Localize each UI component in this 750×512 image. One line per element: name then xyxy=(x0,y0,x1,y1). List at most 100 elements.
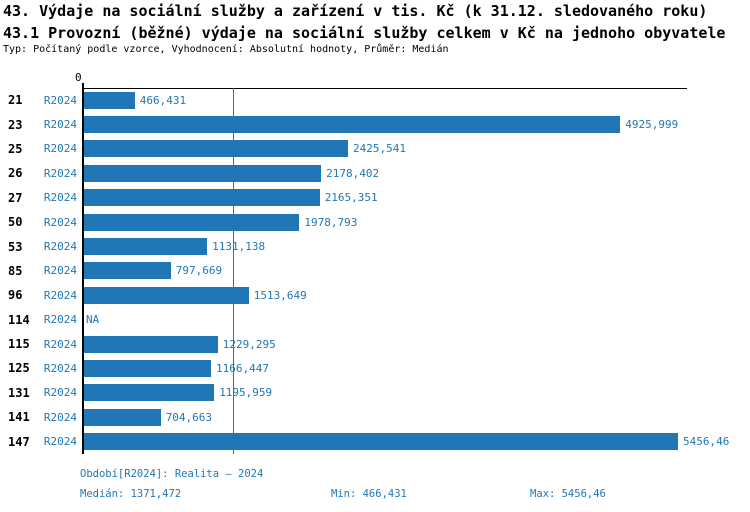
bar xyxy=(84,408,161,426)
row-series-label: R2024 xyxy=(43,386,77,400)
bar-value-label: 1513,649 xyxy=(253,288,307,302)
footer-min-stat: Min: 466,431 xyxy=(331,488,407,500)
chart-row: 21 R2024 466,431 xyxy=(0,88,750,112)
bar-area: 1229,295 xyxy=(84,335,276,353)
bar-area: 1513,649 xyxy=(84,286,307,304)
bar-value-label: 5456,46 xyxy=(683,435,730,449)
bar-area: 5456,46 xyxy=(84,433,730,451)
row-series-label: R2024 xyxy=(43,142,77,156)
chart-rows: 21 R2024 466,431 23 R2024 4925,999 25 R2024 2425… xyxy=(0,88,750,454)
footer-median-stat: Medián: 1371,472 xyxy=(80,488,182,500)
row-category-label: 85 xyxy=(8,263,23,278)
bar-area: 2425,541 xyxy=(84,140,406,158)
row-category-label: 114 xyxy=(8,312,30,327)
bar-value-label: 1195,959 xyxy=(219,386,273,400)
chart-row: 50 R2024 1978,793 xyxy=(0,210,750,234)
row-category-label: 25 xyxy=(8,141,23,156)
bar-value-label: 2425,541 xyxy=(353,142,406,156)
row-series-label: R2024 xyxy=(43,313,77,327)
chart-row: 25 R2024 2425,541 xyxy=(0,137,750,161)
bar xyxy=(84,164,322,182)
bar-value-label: NA xyxy=(86,313,100,327)
bar-value-label: 1229,295 xyxy=(222,337,276,351)
row-category-label: 125 xyxy=(8,361,30,376)
bar-value-label: 797,669 xyxy=(175,264,223,278)
bar-value-label: 704,663 xyxy=(165,410,213,424)
bar-value-label: 1131,138 xyxy=(212,240,266,254)
bar xyxy=(84,384,215,402)
bar xyxy=(84,140,348,158)
bar-area: 1131,138 xyxy=(84,238,266,256)
bar-value-label: 2178,402 xyxy=(326,166,380,180)
chart-meta-info: Typ: Počítaný podle vzorce, Vyhodnocení:… xyxy=(3,44,449,55)
row-series-label: R2024 xyxy=(43,93,77,107)
bar-area: 704,663 xyxy=(84,408,213,426)
plot-top-border xyxy=(82,88,687,89)
chart-row: 125 R2024 1166,447 xyxy=(0,356,750,380)
row-category-label: 141 xyxy=(8,410,30,425)
bar-area: 4925,999 xyxy=(84,116,679,134)
row-category-label: 26 xyxy=(8,166,23,181)
row-category-label: 50 xyxy=(8,215,23,230)
row-category-label: 27 xyxy=(8,190,23,205)
row-category-label: 115 xyxy=(8,337,30,352)
row-series-label: R2024 xyxy=(43,240,77,254)
bar-area: 466,431 xyxy=(84,91,187,109)
footer-max-stat: Max: 5456,46 xyxy=(530,488,606,500)
bar-value-label: 466,431 xyxy=(139,93,187,107)
row-series-label: R2024 xyxy=(43,337,77,351)
y-axis-line xyxy=(82,83,84,454)
row-category-label: 147 xyxy=(8,434,30,449)
chart-title: 43. Výdaje na sociální služby a zařízení… xyxy=(3,2,708,20)
chart-row: 131 R2024 1195,959 xyxy=(0,381,750,405)
bar xyxy=(84,359,211,377)
row-category-label: 53 xyxy=(8,239,23,254)
bar-area: 1978,793 xyxy=(84,213,358,231)
chart-row: 147 R2024 5456,46 xyxy=(0,429,750,453)
bar xyxy=(84,335,218,353)
bar xyxy=(84,433,678,451)
bar-value-label: 4925,999 xyxy=(625,118,679,132)
bar-value-label: 1978,793 xyxy=(304,215,358,229)
chart-row: 96 R2024 1513,649 xyxy=(0,283,750,307)
row-series-label: R2024 xyxy=(43,435,77,449)
chart-row: 23 R2024 4925,999 xyxy=(0,112,750,136)
row-category-label: 131 xyxy=(8,385,30,400)
row-category-label: 96 xyxy=(8,288,23,303)
chart-row: 26 R2024 2178,402 xyxy=(0,161,750,185)
bar-area: 797,669 xyxy=(84,262,223,280)
row-series-label: R2024 xyxy=(43,166,77,180)
bar-value-label: 2165,351 xyxy=(324,191,378,205)
row-series-label: R2024 xyxy=(43,215,77,229)
row-category-label: 23 xyxy=(8,117,23,132)
chart-row: 114 R2024 NA xyxy=(0,308,750,332)
chart-row: 115 R2024 1229,295 xyxy=(0,332,750,356)
chart-subtitle: 43.1 Provozní (běžné) výdaje na sociální… xyxy=(3,24,726,42)
bar-area: 1195,959 xyxy=(84,384,273,402)
bar xyxy=(84,116,621,134)
bar xyxy=(84,262,171,280)
bar xyxy=(84,238,208,256)
row-series-label: R2024 xyxy=(43,288,77,302)
bar-area: NA xyxy=(84,311,99,328)
chart-row: 27 R2024 2165,351 xyxy=(0,186,750,210)
bar xyxy=(84,213,300,231)
x-axis-zero-label: 0 xyxy=(75,71,82,84)
bar xyxy=(84,286,249,304)
row-category-label: 21 xyxy=(8,93,23,108)
row-series-label: R2024 xyxy=(43,118,77,132)
bar-area: 2165,351 xyxy=(84,189,378,207)
chart-row: 141 R2024 704,663 xyxy=(0,405,750,429)
row-series-label: R2024 xyxy=(43,361,77,375)
bar-value-label: 1166,447 xyxy=(216,361,269,375)
bar-area: 2178,402 xyxy=(84,164,380,182)
chart-row: 85 R2024 797,669 xyxy=(0,259,750,283)
bar-area: 1166,447 xyxy=(84,359,269,377)
footer-period-label: Období[R2024]: Realita – 2024 xyxy=(80,468,264,480)
row-series-label: R2024 xyxy=(43,410,77,424)
row-series-label: R2024 xyxy=(43,264,77,278)
bar xyxy=(84,91,135,109)
chart-row: 53 R2024 1131,138 xyxy=(0,234,750,258)
bar-chart: 0 21 R2024 466,431 23 R2024 4925,999 25 R2024 24… xyxy=(0,71,750,454)
